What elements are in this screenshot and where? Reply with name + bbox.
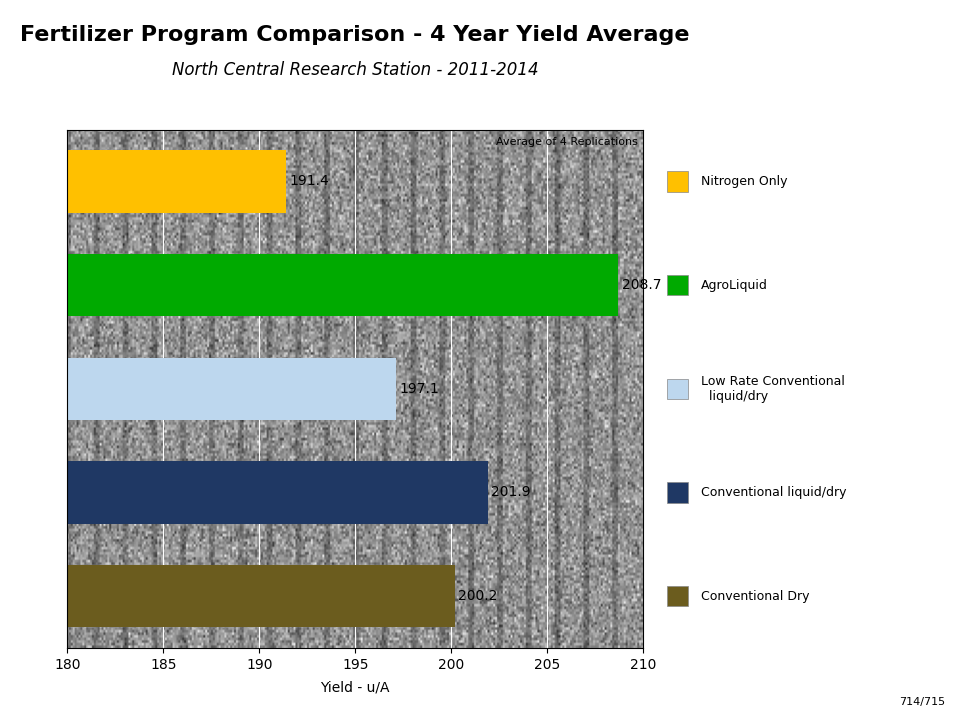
Text: 201.9: 201.9 [492,485,531,500]
Bar [67,358,396,420]
Bar [67,254,618,316]
Text: Average of 4 Replications: Average of 4 Replications [495,138,637,148]
Bar [67,462,488,523]
Text: Low Rate Conventional
  liquid/dry: Low Rate Conventional liquid/dry [701,375,845,402]
Text: Conventional liquid/dry: Conventional liquid/dry [701,486,847,499]
Text: AgroLiquid: AgroLiquid [701,279,768,292]
Text: Conventional Dry: Conventional Dry [701,590,809,603]
Text: North Central Research Station - 2011-2014: North Central Research Station - 2011-20… [172,61,539,79]
Text: 200.2: 200.2 [459,589,498,603]
Text: 714/715: 714/715 [900,697,946,707]
Text: 197.1: 197.1 [399,382,439,396]
Text: Nitrogen Only: Nitrogen Only [701,175,787,188]
X-axis label: Yield - u/A: Yield - u/A [321,680,390,694]
Bar [67,565,455,627]
Text: Fertilizer Program Comparison - 4 Year Yield Average: Fertilizer Program Comparison - 4 Year Y… [20,25,690,45]
Bar [67,150,286,212]
Text: 191.4: 191.4 [290,174,329,189]
Text: 208.7: 208.7 [622,278,661,292]
